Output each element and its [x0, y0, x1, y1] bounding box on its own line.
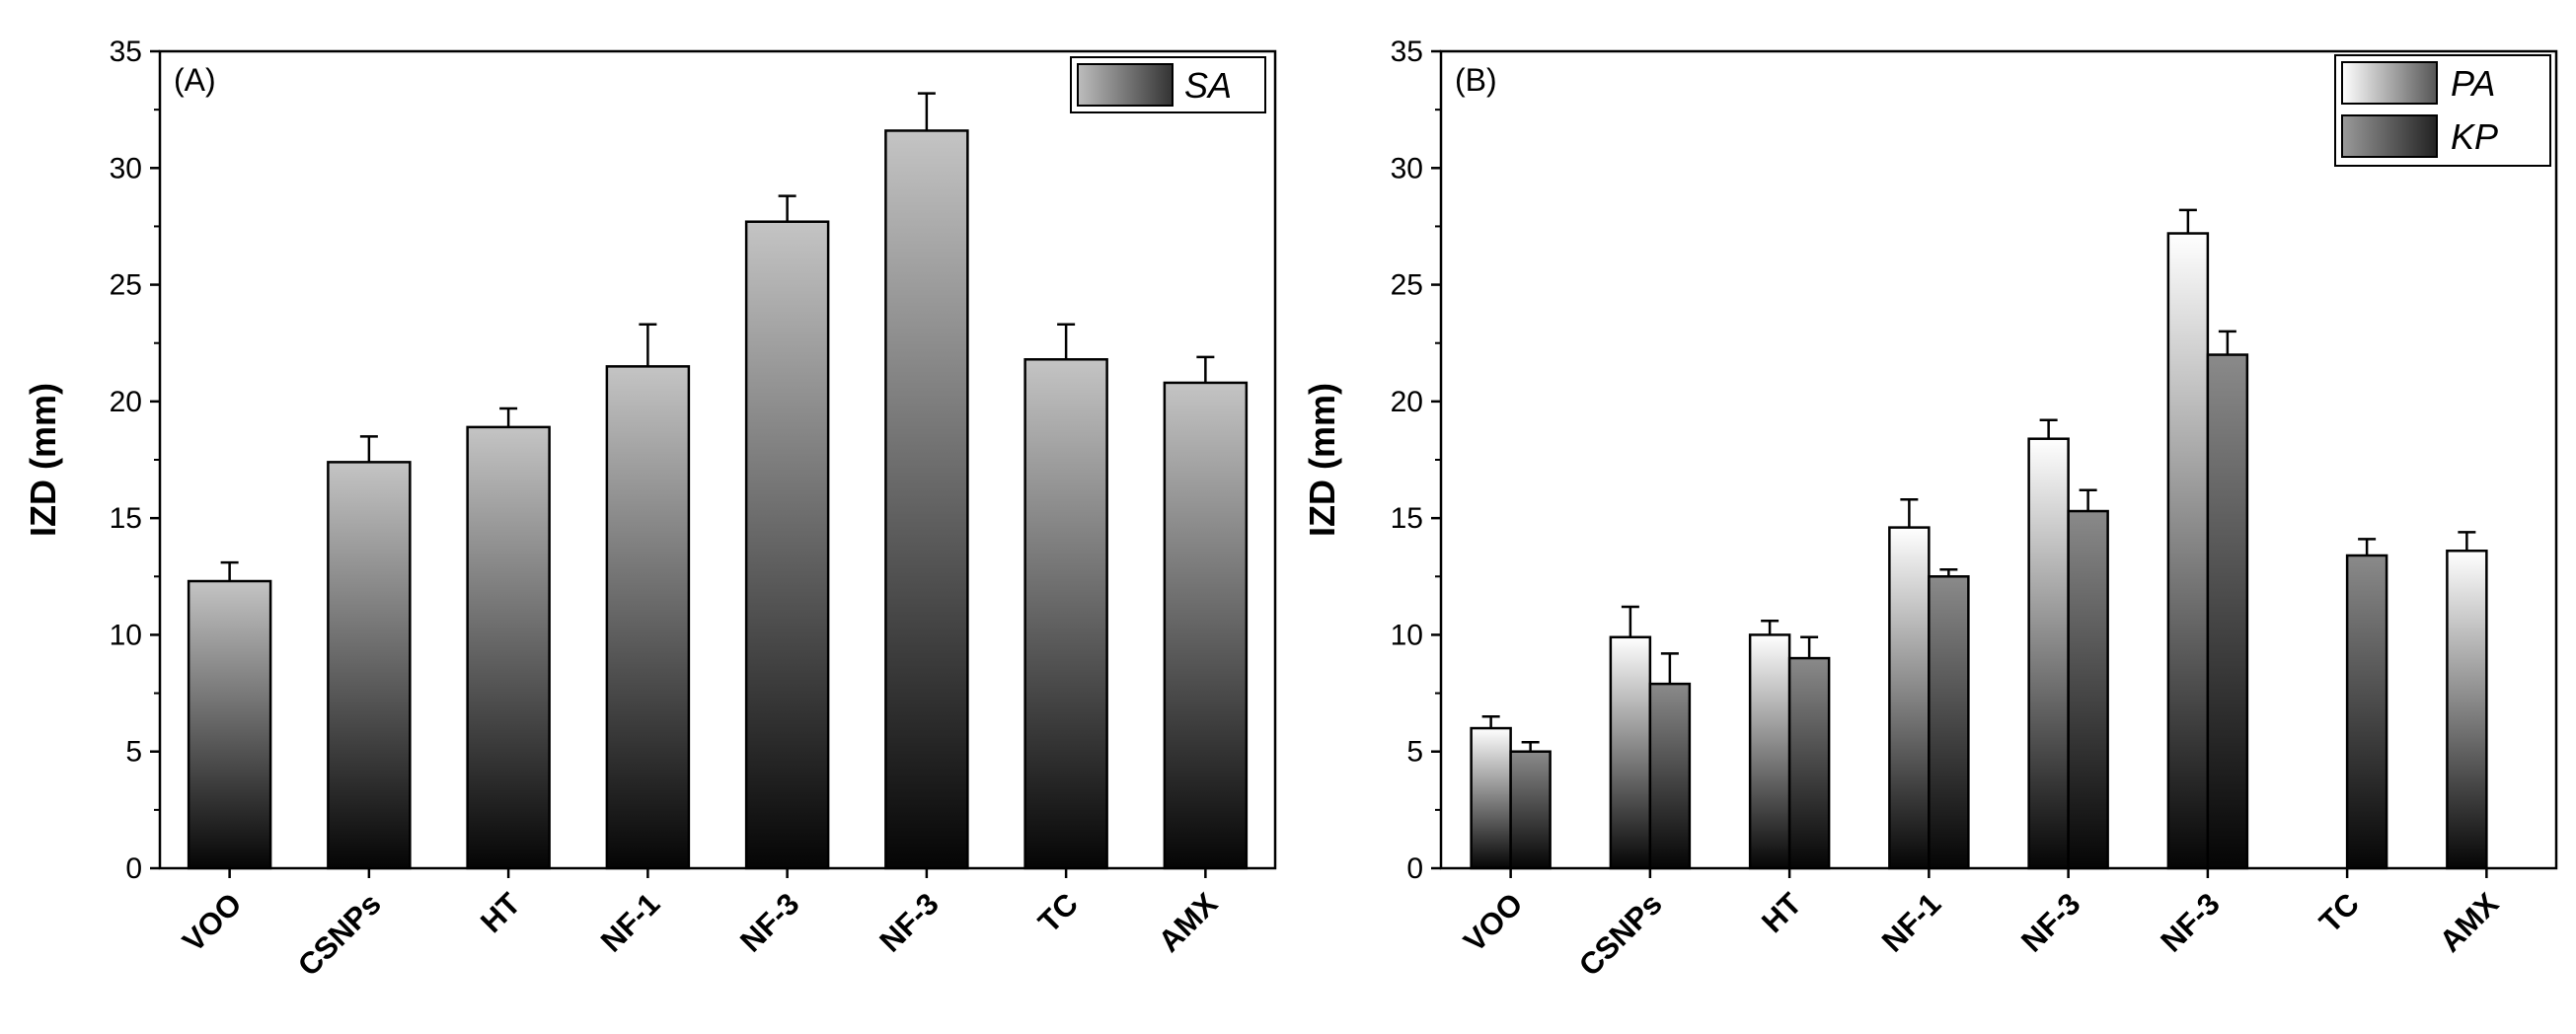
- panel-a-y-tick-label: 0: [125, 852, 142, 885]
- panel-a-x-tick-label: CSNPs: [291, 886, 388, 983]
- legend-label-sa: SA: [1184, 65, 1232, 106]
- panel-b-x-tick-label: HT: [1755, 886, 1808, 939]
- panel-b-marks: 0 5 10 15 20 25 30 35 VOO CSNPs HT NF-1 NF-3 NF-3 TC AM…: [1391, 36, 2506, 983]
- panel-b-bar-pa: [1888, 526, 1931, 870]
- panel-a-x-tick-label: NF-3: [733, 886, 805, 958]
- panel-b-bar-kp: [2067, 509, 2109, 870]
- panel-b-chart: 0 5 10 15 20 25 30 35 VOO CSNPs HT NF-1 NF-3 NF-3 TC AM…: [1302, 36, 2558, 983]
- panel-b-bar-kp: [1928, 575, 1970, 870]
- panel-a-y-tick-label: 25: [110, 269, 142, 302]
- panel-b-plot-frame: [1439, 49, 2558, 870]
- panel-a-marks: 0 5 10 15 20 25 30 35 VOO CSNPs HT NF-1 NF-3 NF-3 TC AM…: [110, 36, 1249, 983]
- panel-b-label: (B): [1455, 62, 1497, 98]
- panel-a-bar-sa: [884, 129, 969, 870]
- legend-swatch-kp: [2341, 114, 2438, 158]
- legend-label-kp: KP: [2451, 116, 2498, 157]
- panel-b-y-axis-title: IZD (mm): [1302, 383, 1342, 537]
- panel-b-bar-kp: [2206, 353, 2249, 870]
- panel-b-x-tick-label: NF-3: [2154, 886, 2226, 958]
- panel-a-y-tick-label: 15: [110, 502, 142, 535]
- panel-a-bar-sa: [187, 579, 272, 870]
- panel-b-x-tick-label: CSNPs: [1572, 886, 1669, 983]
- panel-a-x-tick-label: VOO: [176, 886, 248, 958]
- panel-b-bar-kp: [1787, 656, 1831, 870]
- panel-b-x-tick-label: AMX: [2433, 886, 2506, 959]
- panel-a-chart: 0 5 10 15 20 25 30 35 VOO CSNPs HT NF-1 NF-3 NF-3 TC AM…: [23, 36, 1277, 983]
- panel-a-x-tick-label: HT: [474, 886, 527, 939]
- panel-a-label: (A): [174, 62, 216, 98]
- panel-b-y-tick-label: 0: [1406, 852, 1423, 885]
- panel-b-bar-pa: [1748, 633, 1791, 870]
- panel-b-y-tick-label: 25: [1391, 269, 1423, 302]
- panel-b-x-tick-label: NF-3: [2014, 886, 2086, 958]
- panel-b-y-tick-label: 5: [1406, 736, 1423, 769]
- panel-a-y-tick-label: 35: [110, 36, 142, 68]
- panel-b-y-tick-label: 10: [1391, 619, 1423, 651]
- legend-swatch-pa: [2341, 61, 2438, 105]
- panel-a-plot-frame: [158, 49, 1277, 870]
- panel-b-bar-pa: [2166, 232, 2210, 870]
- panel-b-bar-kp: [1648, 682, 1692, 870]
- panel-b-y-tick-label: 15: [1391, 502, 1423, 535]
- panel-b-bar-kp: [1509, 750, 1552, 870]
- legend-swatch-sa: [1077, 63, 1174, 107]
- panel-b-x-tick-label: NF-1: [1875, 886, 1947, 958]
- panel-b-bar-pa: [1470, 726, 1512, 870]
- panel-a-y-axis-title: IZD (mm): [23, 383, 63, 537]
- panel-a-bar-sa: [466, 425, 551, 870]
- panel-b-bar-pa: [1609, 635, 1652, 870]
- panel-a-x-tick-label: NF-1: [594, 886, 666, 958]
- panel-b-y-tick-label: 30: [1391, 152, 1423, 185]
- panel-b-x-tick-label: TC: [2312, 886, 2366, 939]
- panel-b-bar-kp: [2345, 554, 2388, 870]
- panel-a-x-tick-label: AMX: [1152, 886, 1225, 959]
- panel-a-y-tick-label: 20: [110, 386, 142, 418]
- panel-b-legend: PA KP: [2334, 54, 2551, 167]
- legend-label-pa: PA: [2451, 63, 2495, 104]
- panel-a-bar-sa: [744, 220, 830, 870]
- panel-b-bar-pa: [2027, 437, 2070, 870]
- panel-a-bar-sa: [327, 461, 412, 870]
- panel-b-bar-pa: [2446, 550, 2488, 870]
- panel-a-y-tick-label: 5: [125, 736, 142, 769]
- panel-b-y-tick-label: 35: [1391, 36, 1423, 68]
- panel-a-bar-sa: [605, 365, 691, 870]
- panel-a-legend: SA: [1070, 56, 1266, 113]
- panel-b-x-tick-label: VOO: [1457, 886, 1529, 958]
- panel-a-bar-sa: [1023, 358, 1108, 870]
- panel-a-x-tick-label: TC: [1031, 886, 1085, 939]
- panel-b-y-tick-label: 20: [1391, 386, 1423, 418]
- panel-a-x-tick-label: NF-3: [872, 886, 945, 958]
- panel-a-bar-sa: [1163, 381, 1249, 870]
- panel-a-y-tick-label: 10: [110, 619, 142, 651]
- panel-a-y-tick-label: 30: [110, 152, 142, 185]
